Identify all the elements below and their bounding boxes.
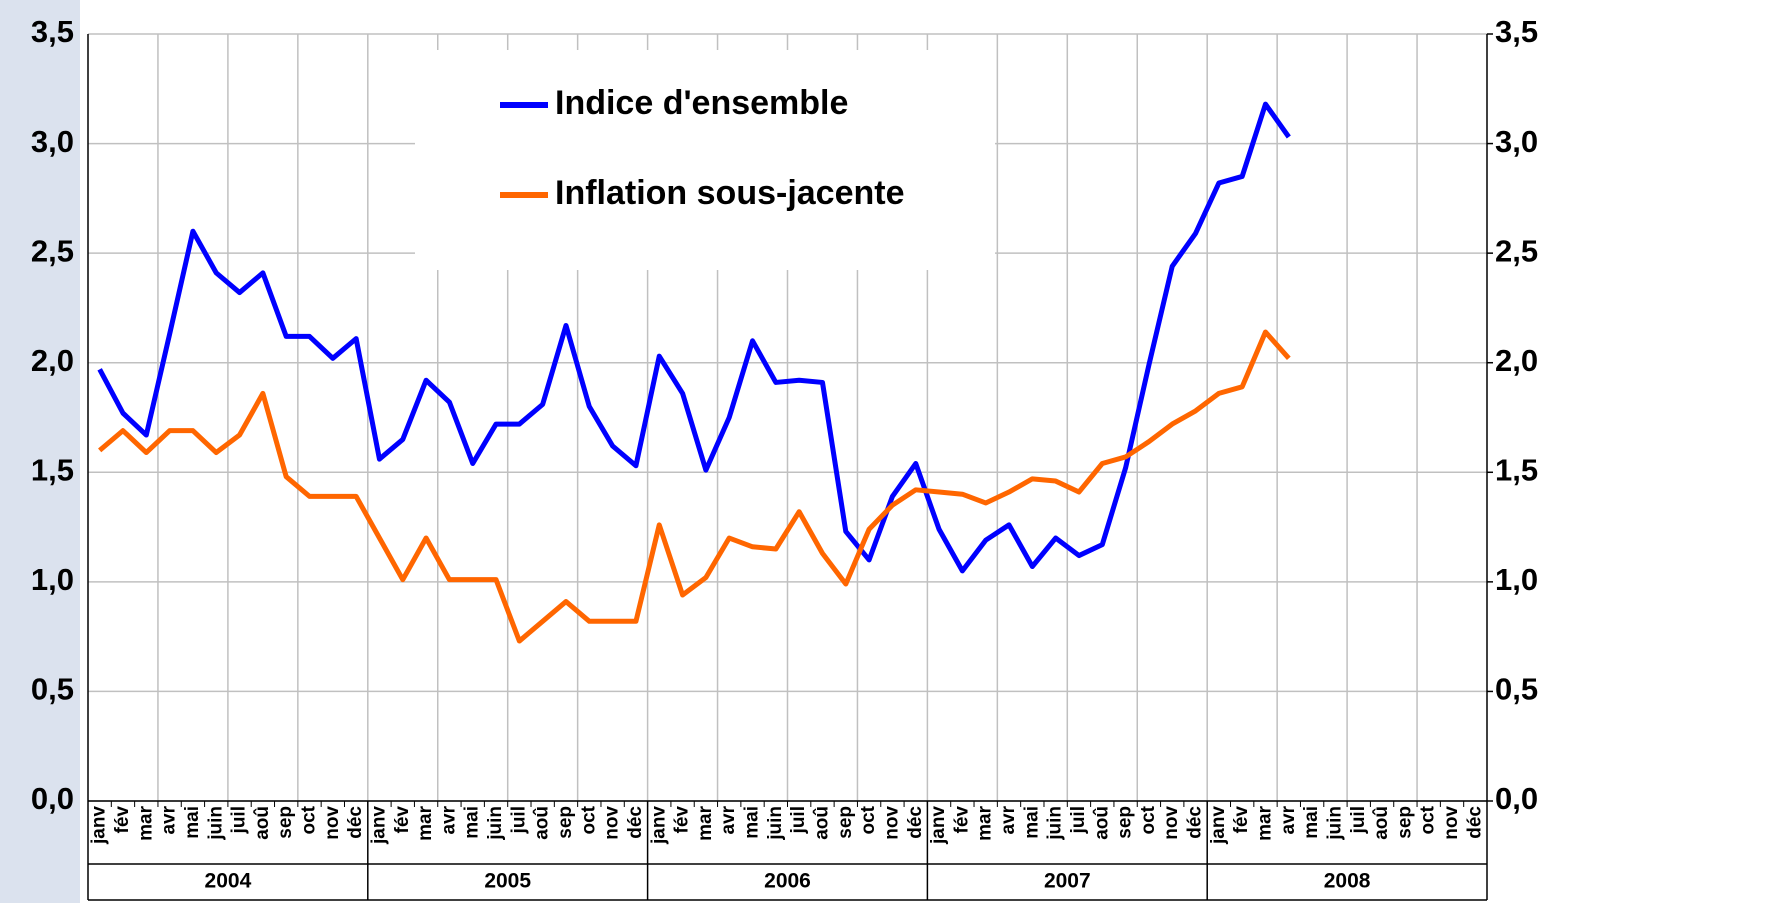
x-tick-label: avr	[1278, 805, 1299, 834]
y2-tick-label: 0,5	[1495, 672, 1538, 707]
x-tick-label: nov	[602, 806, 623, 840]
y2-tick-label: 3,5	[1495, 14, 1538, 49]
year-label: 2004	[205, 870, 252, 893]
x-tick-label: juin	[485, 806, 506, 841]
x-tick-label: avr	[438, 805, 459, 834]
x-tick-label: aoû	[1371, 806, 1392, 840]
x-tick-label: sep	[555, 806, 576, 839]
x-tick-label: oct	[299, 805, 320, 834]
legend-label: Indice d'ensemble	[555, 84, 848, 122]
x-tick-label: juin	[205, 806, 226, 841]
series-line	[97, 101, 1291, 574]
y-tick-label: 3,0	[31, 124, 74, 159]
x-tick-label: nov	[1441, 806, 1462, 840]
x-tick-label: mar	[135, 805, 156, 840]
x-tick-label: mar	[1255, 805, 1276, 840]
y2-tick-label: 1,5	[1495, 452, 1538, 487]
x-tick-label: janv	[648, 806, 669, 845]
x-tick-label: janv	[928, 806, 949, 845]
y-tick-label: 0,5	[31, 672, 74, 707]
x-tick-label: mar	[415, 805, 436, 840]
series-line	[98, 329, 1291, 644]
x-tick-label: déc	[905, 806, 926, 839]
x-tick-label: juil	[1068, 806, 1089, 834]
y-tick-label: 1,0	[31, 562, 74, 597]
x-tick-label: sep	[1394, 806, 1415, 839]
x-tick-label: mai	[182, 806, 203, 839]
x-tick-label: mai	[462, 806, 483, 839]
x-tick-label: fév	[951, 806, 972, 834]
y2-tick-label: 0,0	[1495, 781, 1538, 816]
x-tick-label: fév	[392, 806, 413, 834]
x-tick-label: janv	[368, 806, 389, 845]
x-tick-label: nov	[322, 806, 343, 840]
x-tick-label: aoû	[532, 806, 553, 840]
x-tick-label: aoû	[252, 806, 273, 840]
x-tick-label: juil	[229, 806, 250, 834]
x-tick-label: aoû	[811, 806, 832, 840]
x-tick-label: oct	[578, 805, 599, 834]
y-tick-label: 0,0	[31, 781, 74, 816]
x-tick-label: mai	[1301, 806, 1322, 839]
year-label: 2006	[764, 870, 811, 893]
y2-tick-label: 3,0	[1495, 124, 1538, 159]
year-label: 2008	[1324, 870, 1371, 893]
x-tick-label: juin	[1324, 806, 1345, 841]
x-tick-label: juin	[1045, 806, 1066, 841]
side-strip	[0, 0, 80, 903]
x-tick-label: fév	[112, 806, 133, 834]
y2-tick-label: 1,0	[1495, 562, 1538, 597]
x-tick-label: avr	[998, 805, 1019, 834]
x-tick-label: janv	[89, 806, 110, 845]
y2-tick-label: 2,5	[1495, 233, 1538, 268]
x-tick-label: avr	[718, 805, 739, 834]
x-tick-label: déc	[625, 806, 646, 839]
x-tick-label: déc	[1185, 806, 1206, 839]
x-tick-label: avr	[159, 805, 180, 834]
x-tick-label: sep	[275, 806, 296, 839]
x-tick-label: fév	[1231, 806, 1252, 834]
x-tick-label: sep	[1115, 806, 1136, 839]
x-tick-label: nov	[1161, 806, 1182, 840]
x-tick-label: déc	[1464, 806, 1485, 839]
year-label: 2007	[1044, 870, 1091, 893]
x-tick-label: mar	[695, 805, 716, 840]
y-tick-label: 1,5	[31, 452, 74, 487]
x-tick-label: sep	[835, 806, 856, 839]
legend-label: Inflation sous-jacente	[555, 174, 905, 212]
x-tick-label: oct	[1418, 805, 1439, 834]
x-tick-label: janv	[1208, 806, 1229, 845]
y-tick-label: 2,0	[31, 343, 74, 378]
x-tick-label: déc	[345, 806, 366, 839]
x-tick-label: mai	[742, 806, 763, 839]
y-tick-label: 3,5	[31, 14, 74, 49]
x-tick-label: juin	[765, 806, 786, 841]
y2-tick-label: 2,0	[1495, 343, 1538, 378]
y-tick-label: 2,5	[31, 233, 74, 268]
x-tick-label: juil	[788, 806, 809, 834]
year-label: 2005	[484, 870, 531, 893]
legend-box	[415, 50, 995, 270]
x-tick-label: mai	[1021, 806, 1042, 839]
x-tick-label: mar	[975, 805, 996, 840]
x-tick-label: oct	[1138, 805, 1159, 834]
x-tick-label: juil	[1348, 806, 1369, 834]
x-tick-label: juil	[508, 806, 529, 834]
x-tick-label: oct	[858, 805, 879, 834]
x-tick-label: nov	[881, 806, 902, 840]
x-tick-label: aoû	[1091, 806, 1112, 840]
x-tick-label: fév	[672, 806, 693, 834]
